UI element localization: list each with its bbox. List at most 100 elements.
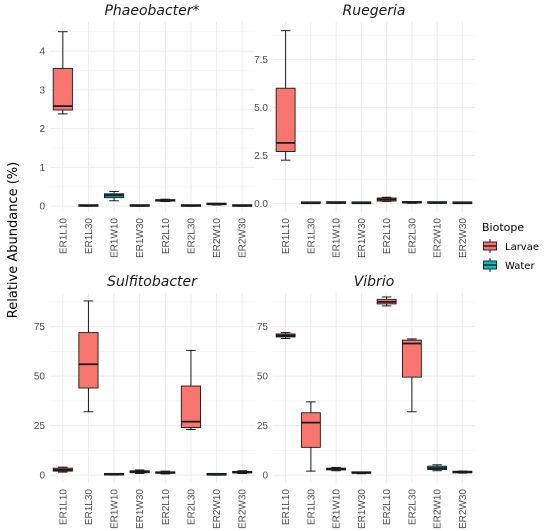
y-tick-label: 25: [257, 421, 269, 432]
x-tick-label: ER2L30: [407, 489, 418, 526]
box-er1l10: [52, 31, 73, 115]
box-er1l10: [275, 332, 296, 340]
box-er1w10: [326, 201, 347, 204]
panel-title: Phaeobacter*: [104, 3, 199, 19]
x-tick-label: ER1W10: [110, 218, 121, 258]
y-tick-label: 0: [39, 202, 45, 213]
x-tick-label: ER2W10: [212, 218, 223, 258]
box-er1l10: [275, 30, 296, 161]
x-tick-label: ER2W10: [433, 218, 444, 258]
x-tick-label: ER1W30: [357, 218, 368, 258]
y-tick-label: 25: [34, 421, 46, 432]
x-tick-label: ER2W30: [238, 218, 249, 258]
x-tick-label: ER2L10: [161, 218, 172, 255]
y-axis-label: Relative Abundance (%): [6, 162, 21, 318]
x-tick-label: ER1L30: [84, 489, 95, 526]
y-tick-label: 50: [257, 372, 269, 383]
box-iqr: [401, 339, 422, 378]
y-tick-label: 4: [39, 47, 45, 58]
panel-phaeobacter: Phaeobacter* 0 1 2 3 4 ER1L10 ER1L30 ER1W10 ER1W3…: [39, 3, 255, 258]
y-tick-label: 2: [39, 124, 45, 135]
legend-label-water: Water: [505, 261, 535, 272]
box-iqr: [300, 412, 321, 448]
x-tick-label: ER1W10: [332, 489, 343, 529]
x-tick-label: ER2W30: [458, 489, 469, 529]
box-er1l30: [78, 300, 99, 413]
x-tick-label: ER1L10: [281, 489, 292, 526]
box-er1w30: [129, 204, 150, 207]
panel-title: Sulfitobacter: [107, 274, 198, 290]
box-er2w30: [232, 470, 253, 474]
box-er2l10: [155, 198, 176, 203]
gridlines: [273, 22, 475, 212]
x-tick-label: ER2L10: [382, 489, 393, 526]
y-tick-label: 75: [257, 322, 269, 333]
legend-title: Biotope: [482, 221, 524, 234]
box-er1w30: [129, 469, 150, 474]
x-tick-label: ER1W30: [135, 489, 146, 529]
y-tick-label: 7.5: [254, 55, 268, 66]
x-tick-label: ER1L10: [58, 489, 69, 526]
x-tick-label: ER2L10: [382, 218, 393, 255]
box-iqr: [78, 332, 99, 389]
box-iqr: [275, 87, 296, 152]
x-tick-label: ER1L30: [306, 489, 317, 526]
box-er2w30: [452, 470, 473, 474]
box-er2l30: [401, 201, 422, 204]
panel-sulfitobacter: Sulfitobacter 0 25 50 75 ER1L10 ER1L30 ER1W10 ER…: [34, 274, 255, 529]
gridlines: [50, 293, 255, 483]
panel-title: Vibrio: [354, 274, 395, 290]
x-tick-label: ER2L30: [186, 489, 197, 526]
x-tick-label: ER1W30: [357, 489, 368, 529]
gridlines: [273, 293, 475, 483]
legend: Biotope Larvae Water: [482, 221, 539, 273]
y-tick-label: 75: [34, 322, 46, 333]
panel-title: Ruegeria: [343, 3, 406, 19]
box-er2l30: [180, 349, 201, 431]
y-tick-label: 0.0: [254, 199, 268, 210]
x-tick-label: ER1L30: [84, 218, 95, 255]
box-er1w10: [104, 472, 125, 476]
legend-label-larvae: Larvae: [505, 242, 539, 253]
x-tick-label: ER2W10: [212, 489, 223, 529]
box-er2l30: [401, 338, 422, 413]
box-er2w30: [452, 201, 473, 205]
x-tick-label: ER2L10: [161, 489, 172, 526]
box-er1w10: [326, 466, 347, 472]
box-er2w30: [232, 204, 253, 207]
x-tick-label: ER1W30: [135, 218, 146, 258]
y-tick-label: 5.0: [254, 103, 268, 114]
box-er1w10: [104, 190, 125, 202]
y-tick-label: 3: [39, 85, 45, 96]
y-tick-label: 1: [39, 163, 45, 174]
y-tick-label: 50: [34, 372, 46, 383]
box-er1w30: [351, 201, 372, 205]
gridlines: [50, 22, 255, 212]
box-er1w30: [351, 471, 372, 475]
legend-item-water: Water: [482, 257, 535, 273]
box-er2w10: [206, 472, 227, 476]
legend-item-larvae: Larvae: [482, 238, 539, 254]
x-tick-label: ER2L30: [186, 218, 197, 255]
box-er2l10: [376, 196, 397, 202]
x-tick-label: ER2W30: [458, 218, 469, 258]
x-tick-label: ER2L30: [407, 218, 418, 255]
box-iqr: [180, 385, 201, 429]
box-er2w10: [427, 464, 448, 472]
box-er2l10: [155, 470, 176, 475]
x-tick-label: ER1L10: [58, 218, 69, 255]
box-er1l10: [52, 466, 73, 473]
x-tick-label: ER1W10: [332, 218, 343, 258]
x-tick-label: ER1L30: [306, 218, 317, 255]
box-er1l30: [78, 204, 99, 207]
y-tick-label: 0: [262, 471, 268, 482]
x-tick-label: ER1W10: [110, 489, 121, 529]
y-tick-label: 0: [39, 471, 45, 482]
x-tick-label: ER2W10: [433, 489, 444, 529]
panel-ruegeria: Ruegeria 0.0 2.5 5.0 7.5 ER1L10 ER1L30 ER1W10 ER…: [254, 3, 475, 258]
box-er2w10: [206, 202, 227, 206]
box-iqr: [52, 68, 73, 111]
box-er2l10: [376, 296, 397, 307]
box-er1l30: [300, 401, 321, 472]
